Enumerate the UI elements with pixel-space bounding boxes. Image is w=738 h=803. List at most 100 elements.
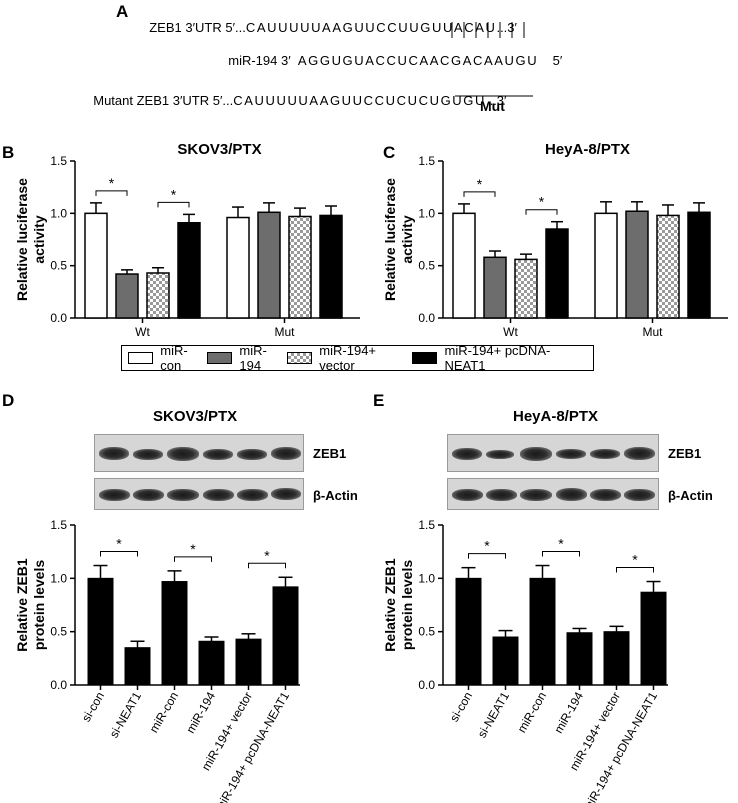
group-label: Wt [135, 325, 150, 339]
bar-mir-194 [566, 632, 593, 686]
bar-mir-194-vector [603, 631, 630, 686]
bar-mir-con [529, 577, 556, 686]
mir-suffix: 5′ [552, 53, 563, 68]
group-label: Mut [274, 325, 295, 339]
blot-e-actin [447, 478, 659, 510]
base-pairing-lines [451, 22, 533, 97]
wt-prefix: ZEB1 3′UTR 5′... [149, 20, 246, 35]
group-label: Wt [503, 325, 518, 339]
panel-e-label: E [373, 391, 385, 410]
y-tick-label: 0.5 [50, 625, 67, 639]
blot-e-loading-label: β-Actin [668, 488, 713, 503]
legend-label: miR-194+ vector [319, 343, 377, 373]
panel-c-label: C [383, 143, 396, 162]
legend-label: miR-194+ pcDNA-NEAT1 [444, 343, 551, 373]
significance-star: * [632, 552, 638, 568]
legend: miR-con miR-194 miR-194+ vector miR-194+… [121, 343, 594, 373]
bar-mir-194 [115, 273, 139, 319]
chart-title: HeyA-8/PTX [545, 141, 630, 158]
bar-mir-194-vector [288, 215, 312, 319]
bar-mir-194-pcdna-neat1 [319, 214, 343, 319]
bar-si-neat1 [124, 647, 151, 686]
significance-bracket [174, 556, 212, 562]
mir194-sequence-line: miR-194 3′ AGGUGUACCUCAACGACAAUGU 5′ [221, 38, 621, 68]
significance-star: * [171, 186, 177, 202]
bar-si-con [455, 577, 482, 686]
bar-mir-194-vector [514, 258, 538, 319]
legend-swatch-white [128, 352, 154, 364]
panel-b-label: B [2, 143, 15, 162]
blot-e-zeb1 [447, 434, 659, 472]
bar-mir-194-vector [235, 638, 262, 686]
mir-prefix: miR-194 3′ [228, 53, 291, 68]
bar-mir-194-vector [656, 214, 680, 319]
blot-e-protein-label: ZEB1 [668, 446, 702, 461]
y-tick-label: 0.0 [50, 678, 67, 692]
bar-mir-194-pcdna-neat1 [177, 222, 201, 319]
significance-star: * [558, 536, 564, 552]
legend-swatch-black [412, 352, 438, 364]
y-tick-label: 0.5 [418, 259, 435, 273]
bar-mir-194-pcdna-neat1 [687, 211, 711, 319]
significance-bracket [468, 553, 506, 559]
panel-e-title: HeyA-8/PTX [513, 408, 599, 425]
blot-d-protein-label: ZEB1 [313, 446, 347, 461]
y-tick-label: 0.0 [418, 311, 435, 325]
y-tick-label: 1.5 [418, 154, 435, 168]
y-tick-label: 0.5 [50, 259, 67, 273]
chart-d-zeb1-skov3: 0.0 0.5 1.0 1.5 Relative ZEB1protein levels s… [14, 518, 300, 803]
bar-mir-194 [625, 210, 649, 319]
legend-swatch-checker [287, 352, 313, 364]
bar-mir-194-pcdna-neat1 [640, 591, 667, 686]
bar-si-con [87, 577, 114, 686]
blot-d-zeb1 [94, 434, 304, 472]
significance-star: * [477, 176, 483, 192]
chart-e-zeb1-heya8: 0.0 0.5 1.0 1.5 Relative ZEB1protein levels s… [382, 518, 668, 803]
mut-suffix: ...3′ [485, 93, 507, 108]
significance-star: * [484, 538, 490, 554]
y-tick-label: 0.5 [418, 625, 435, 639]
significance-star: * [264, 547, 270, 563]
significance-bracket [525, 209, 558, 215]
blot-d-actin [94, 478, 304, 510]
x-tick-label: si-NEAT1 [475, 689, 513, 740]
bar-mir-194-vector [146, 272, 170, 319]
bar-mir-con [161, 581, 188, 686]
y-tick-label: 1.5 [50, 518, 67, 532]
x-tick-label: miR-con [515, 690, 549, 736]
significance-star: * [109, 175, 115, 191]
panel-a-label: A [116, 2, 129, 21]
x-tick-label: si-NEAT1 [107, 689, 145, 740]
y-tick-label: 1.0 [50, 571, 67, 585]
y-tick-label: 1.0 [50, 206, 67, 220]
significance-bracket [542, 551, 580, 557]
group-label: Mut [642, 325, 663, 339]
x-tick-label: si-con [79, 690, 107, 725]
bar-mir-194-pcdna-neat1 [545, 228, 569, 319]
significance-bracket [95, 190, 128, 196]
x-tick-label: miR-194 [551, 689, 586, 736]
legend-item-mir-con: miR-con [128, 343, 207, 373]
bar-mir-194 [257, 211, 281, 319]
mut-prefix: Mutant ZEB1 3′UTR 5′... [93, 93, 234, 108]
blot-d-loading-label: β-Actin [313, 488, 358, 503]
y-axis-label: Relative luciferaseactivity [382, 178, 415, 301]
bar-si-neat1 [492, 636, 519, 686]
significance-bracket [157, 201, 190, 208]
wt-seq: CAUUUUUAAGUUCCUUGUUACAU [245, 20, 497, 35]
legend-label: miR-con [160, 343, 188, 373]
significance-star: * [539, 194, 545, 210]
mir-seq: AGGUGUACCUCAACGACAAUGU [297, 53, 539, 68]
mutant-sequence-line: Mutant ZEB1 3′UTR 5′...CAUUUUUAAGUUCCUCU… [86, 78, 606, 108]
legend-item-mir-194-pcdna-neat1: miR-194+ pcDNA-NEAT1 [412, 343, 587, 373]
panel-d-title: SKOV3/PTX [153, 408, 238, 425]
legend-item-mir-194: miR-194 [207, 343, 287, 373]
y-tick-label: 1.0 [418, 571, 435, 585]
bar-mir-con [452, 212, 476, 319]
bar-mir-con [594, 212, 618, 319]
significance-star: * [190, 541, 196, 557]
y-tick-label: 1.0 [418, 206, 435, 220]
x-tick-label: miR-194 [183, 689, 218, 736]
